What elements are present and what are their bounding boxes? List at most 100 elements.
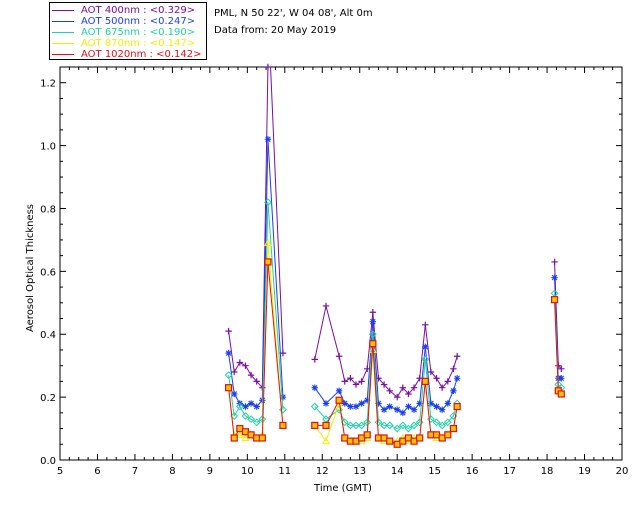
data-point <box>444 400 451 407</box>
data-point <box>427 368 435 376</box>
series-line-segment <box>267 261 284 426</box>
series-line-segment <box>419 324 426 379</box>
series-line-segment <box>419 359 426 423</box>
data-point <box>247 400 255 407</box>
data-point <box>368 330 377 339</box>
data-point <box>322 400 330 407</box>
series-line-segment <box>245 415 252 420</box>
x-tick-label: 20 <box>616 466 629 477</box>
legend-item-400nm: AOT 400nm : <0.329> <box>52 5 195 16</box>
x-tick-label: 12 <box>316 466 329 477</box>
data-point <box>398 421 407 430</box>
x-tick-label: 16 <box>466 466 479 477</box>
series-line-segment <box>389 424 398 430</box>
data-point <box>363 431 371 439</box>
series-line-segment <box>250 374 258 382</box>
data-point <box>242 403 249 410</box>
legend-item-675nm: AOT 675nm : <0.190> <box>52 27 195 38</box>
chart-series <box>224 63 566 448</box>
data-point <box>422 321 429 329</box>
data-point <box>225 327 232 335</box>
series-line-segment <box>447 368 454 382</box>
series-line-segment <box>402 387 409 395</box>
data-point <box>279 393 287 401</box>
series-aot-870nm <box>224 238 566 445</box>
series-line-segment <box>314 406 327 420</box>
data-point <box>375 400 382 407</box>
series-line-segment <box>250 418 257 423</box>
data-point <box>236 359 244 366</box>
data-point <box>551 274 558 281</box>
series-line-segment <box>396 387 404 398</box>
chart-axes: 5 6 7 8 9 10 11 12 13 14 15 16 17 18 19 20 0.0 0.2 0.4 0.6 0… <box>40 66 629 477</box>
series-line-segment <box>361 421 368 426</box>
data-point <box>444 378 451 385</box>
data-point <box>433 375 440 382</box>
legend-swatch-870nm <box>52 43 74 44</box>
series-line-segment <box>233 362 241 373</box>
series-line-segment <box>430 371 437 379</box>
series-line-segment <box>325 305 340 357</box>
data-point <box>393 424 402 433</box>
data-point <box>558 375 565 382</box>
data-point <box>380 421 388 430</box>
data-point <box>421 355 430 364</box>
data-point <box>394 406 401 413</box>
date-info: Data from: 20 May 2019 <box>214 25 337 36</box>
series-line-segment <box>325 403 340 442</box>
series-line-segment <box>361 368 368 382</box>
series-aot-1020nm <box>225 258 565 448</box>
y-tick-label: 1.0 <box>40 142 56 153</box>
data-point <box>310 402 319 411</box>
series-line-segment <box>452 406 458 429</box>
series-line-segment <box>424 381 432 435</box>
series-line-segment <box>413 378 421 388</box>
legend: AOT 400nm : <0.329> AOT 500nm : <0.247> … <box>49 2 207 60</box>
x-tick-label: 8 <box>169 466 175 477</box>
data-point <box>311 421 319 430</box>
data-point <box>551 258 558 266</box>
series-line-segment <box>233 406 241 417</box>
data-point <box>279 421 287 430</box>
data-point <box>410 421 418 430</box>
data-point <box>264 63 272 71</box>
data-point <box>247 371 255 379</box>
legend-item-500nm: AOT 500nm : <0.247> <box>52 16 195 27</box>
x-tick-label: 7 <box>132 466 138 477</box>
series-line-segment <box>378 421 385 426</box>
data-point <box>422 343 429 351</box>
y-tick-label: 0.4 <box>40 330 56 341</box>
data-point <box>416 434 424 442</box>
data-point <box>235 402 244 411</box>
series-line-segment <box>408 424 415 429</box>
series-line-segment <box>261 261 269 439</box>
data-point <box>235 430 244 438</box>
x-tick-label: 11 <box>278 466 291 477</box>
series-line-segment <box>256 418 263 423</box>
data-point <box>444 431 452 439</box>
series-line-segment <box>430 418 437 423</box>
series-line-segment <box>349 377 357 385</box>
series-line-segment <box>389 390 398 398</box>
data-point <box>405 390 412 398</box>
series-line-segment <box>372 343 379 439</box>
series-line-segment <box>441 381 449 389</box>
series-line-segment <box>452 378 458 391</box>
data-point <box>369 318 377 325</box>
data-point <box>231 390 238 398</box>
data-point <box>410 384 418 391</box>
data-point <box>311 384 318 391</box>
y-tick-label: 0.0 <box>40 456 56 467</box>
series-line-segment <box>424 324 432 373</box>
series-line-segment <box>261 139 269 401</box>
data-point <box>399 384 407 391</box>
legend-label-1020nm: AOT 1020nm : <0.142> <box>81 49 202 60</box>
data-point <box>432 418 441 427</box>
data-point <box>438 384 446 391</box>
data-point <box>453 353 461 360</box>
data-point <box>416 400 423 407</box>
y-tick-label: 1.2 <box>40 79 56 90</box>
data-point <box>386 403 393 410</box>
legend-swatch-675nm <box>52 32 74 33</box>
